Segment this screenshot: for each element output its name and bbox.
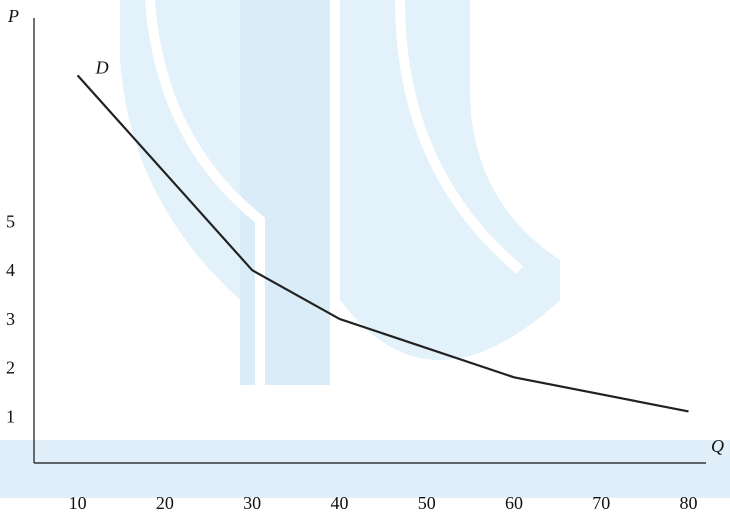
y-tick-label: 4 [6, 260, 15, 280]
watermark-shape-center [240, 0, 330, 385]
watermark-shape-outline [145, 0, 524, 385]
demand-curve [76, 74, 689, 413]
x-tick-label: 70 [592, 493, 610, 513]
y-tick-label: 1 [6, 406, 15, 426]
x-tick-label: 60 [505, 493, 523, 513]
x-tick-label: 80 [680, 493, 698, 513]
x-tick-labels: 10 20 30 40 50 60 70 80 [69, 493, 698, 513]
y-tick-label: 5 [6, 212, 15, 232]
x-tick-label: 10 [69, 493, 87, 513]
y-axis-label: P [7, 6, 19, 26]
x-tick-label: 20 [156, 493, 174, 513]
x-tick-label: 30 [243, 493, 261, 513]
watermark-shape-right [340, 0, 560, 360]
watermark-band [0, 440, 730, 498]
x-tick-label: 50 [418, 493, 436, 513]
demand-curve-label: D [95, 57, 109, 77]
y-tick-label: 3 [6, 309, 15, 329]
y-tick-label: 2 [6, 358, 15, 378]
y-tick-labels: 1 2 3 4 5 [6, 212, 15, 427]
demand-points [77, 75, 689, 412]
x-axis-label: Q [711, 436, 724, 456]
x-tick-label: 40 [330, 493, 348, 513]
watermark-logo [0, 0, 730, 498]
